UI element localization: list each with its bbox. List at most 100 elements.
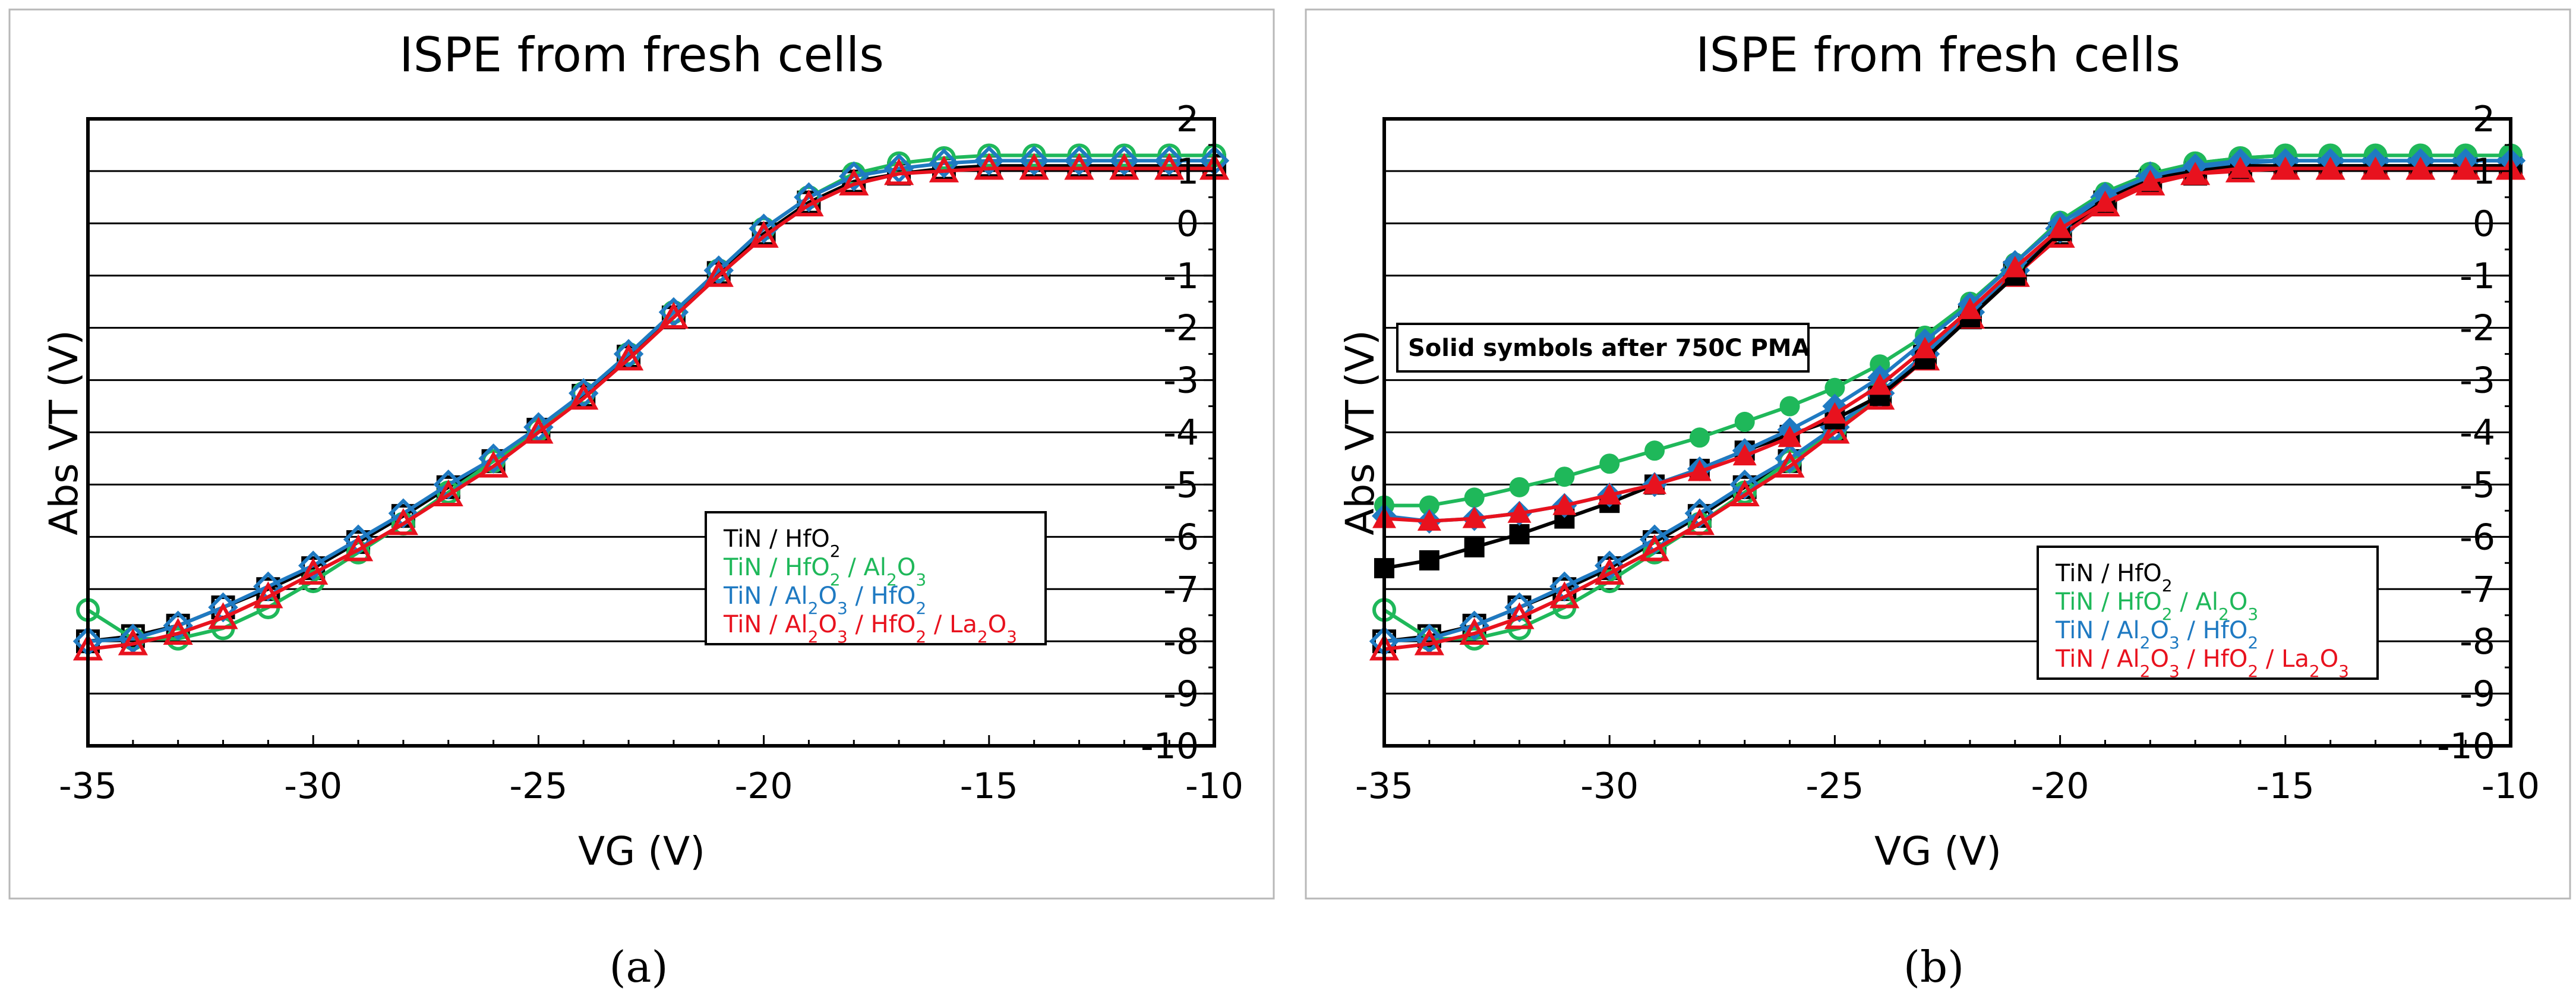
y-tick-label: -10: [2437, 726, 2495, 767]
data-point: [1958, 297, 1982, 319]
data-point: [1687, 459, 1712, 481]
y-tick-label: -3: [2460, 360, 2495, 402]
x-axis-label: VG (V): [578, 828, 705, 874]
x-axis-label: VG (V): [1874, 828, 2002, 874]
data-point: [1775, 450, 1805, 478]
data-point: [1639, 534, 1670, 562]
y-tick-label: -8: [1163, 621, 1199, 663]
data-point: [1778, 425, 1802, 447]
x-tick-label: -30: [284, 765, 342, 807]
data-point: [1022, 143, 1046, 168]
data-point: [1112, 143, 1137, 168]
data-point: [1639, 524, 1670, 554]
data-point: [1464, 537, 1485, 557]
y-tick-label: 1: [2473, 151, 2495, 193]
y-tick-label: 0: [1176, 203, 1199, 245]
y-tick-label: 1: [1176, 151, 1199, 193]
data-point: [433, 479, 463, 506]
legend-entry: TiN / HfO2 / Al2O3: [2055, 588, 2258, 624]
data-point: [1729, 479, 1760, 506]
y-tick-label: -6: [1163, 516, 1199, 558]
x-tick-label: -15: [2256, 765, 2315, 807]
data-point: [1462, 506, 1486, 528]
data-point: [1775, 443, 1805, 474]
data-point: [1064, 153, 1094, 180]
data-point: [1732, 444, 1757, 466]
y-tick-label: -5: [1163, 464, 1199, 506]
y-tick-label: -3: [1163, 360, 1199, 402]
annotation-text: Solid symbols after 750C PMA: [1408, 335, 1810, 362]
y-tick-label: 0: [2473, 203, 2495, 245]
data-point: [1459, 617, 1489, 645]
data-point: [884, 158, 914, 185]
x-tick-label: -35: [1355, 765, 1413, 807]
data-point: [1913, 336, 1937, 358]
data-point: [1595, 557, 1625, 585]
data-point: [253, 581, 283, 609]
data-point: [1414, 623, 1445, 654]
data-point: [2048, 216, 2072, 238]
data-point: [1643, 540, 1667, 565]
y-tick-label: -2: [2460, 308, 2495, 349]
data-point: [1684, 508, 1715, 535]
legend-entry: TiN / HfO2 / Al2O3: [723, 554, 926, 590]
data-point: [2228, 156, 2252, 178]
y-tick-label: -10: [1141, 726, 1199, 767]
data-point: [343, 534, 374, 562]
data-point: [1734, 411, 1755, 432]
data-point: [523, 417, 554, 444]
legend-entry: TiN / HfO2: [2055, 560, 2173, 595]
data-point: [1824, 377, 1845, 398]
data-point: [1417, 509, 1441, 531]
series-line: [1384, 166, 2511, 523]
data-point: [2363, 156, 2388, 178]
y-tick-label: -4: [2460, 412, 2495, 454]
y-tick-label: -7: [2460, 569, 2495, 610]
data-point: [343, 524, 374, 554]
data-point: [2003, 256, 2027, 278]
data-point: [346, 540, 371, 565]
data-point: [1419, 495, 1439, 516]
data-point: [1507, 501, 1532, 523]
data-point: [749, 220, 779, 248]
data-point: [839, 161, 869, 191]
data-point: [1157, 143, 1182, 168]
data-point: [1504, 592, 1535, 623]
data-point: [2183, 162, 2208, 184]
y-tick-label: -6: [2460, 516, 2495, 558]
y-tick-label: -4: [1163, 412, 1199, 454]
data-point: [1598, 483, 1622, 505]
data-point: [1464, 487, 1485, 508]
chart-panel-a: ISPE from fresh cells 2 1 0 -1 -2 -3 -4 -5 -6 -7 -…: [8, 8, 1275, 900]
y-tick-label: -2: [1163, 308, 1199, 349]
y-tick-label: -1: [1163, 256, 1199, 297]
data-point: [929, 148, 959, 178]
data-point: [974, 153, 1004, 180]
legend-entry: TiN / HfO2: [723, 525, 841, 561]
caption-b: (b): [1903, 942, 1964, 992]
data-point: [932, 146, 956, 170]
data-point: [1554, 467, 1575, 487]
data-point: [298, 550, 329, 581]
data-point: [2408, 156, 2433, 178]
data-point: [298, 557, 329, 585]
data-point: [1549, 571, 1580, 602]
data-point: [388, 508, 418, 535]
legend-entry: TiN / Al2O3 / HfO2 / La2O3: [2055, 645, 2349, 681]
x-tick-label: -10: [1185, 765, 1243, 807]
y-tick-label: -9: [1163, 673, 1199, 715]
legend-entry: TiN / Al2O3 / HfO2: [2055, 617, 2258, 653]
data-point: [2138, 169, 2163, 191]
data-point: [1549, 581, 1580, 609]
legend-entry: TiN / Al2O3 / HfO2 / La2O3: [723, 611, 1017, 647]
data-point: [929, 155, 959, 182]
data-point: [2318, 156, 2343, 178]
data-point: [1154, 153, 1185, 180]
data-point: [1109, 153, 1139, 180]
data-point: [478, 443, 509, 474]
y-tick-label: -8: [2460, 621, 2495, 663]
data-point: [2454, 156, 2478, 178]
data-point: [1552, 493, 1577, 515]
x-tick-label: -25: [1805, 765, 1864, 807]
